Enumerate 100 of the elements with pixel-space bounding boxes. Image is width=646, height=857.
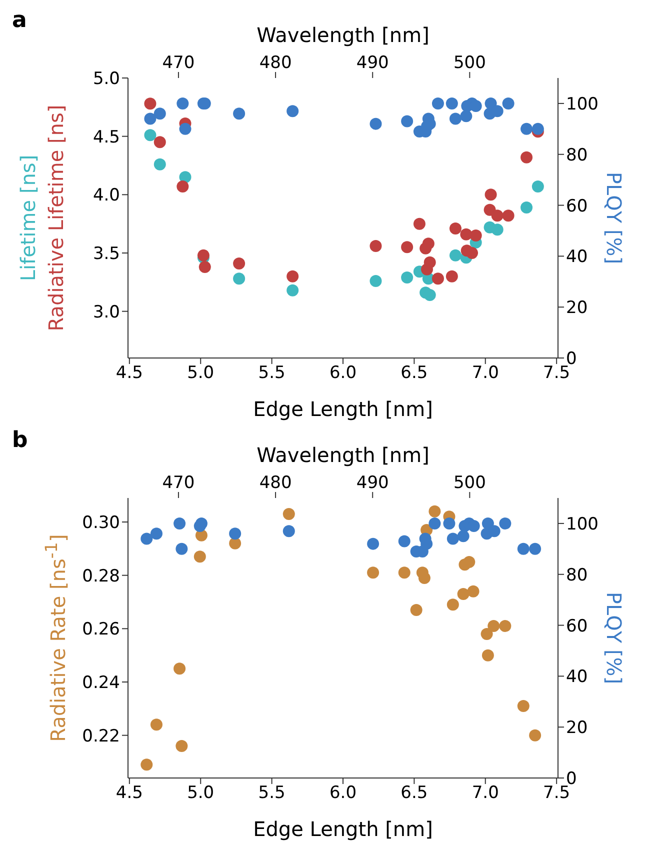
point [529,729,542,742]
point [286,284,299,296]
x-axis-title: Edge Length [nm] [253,397,433,421]
point [401,272,414,284]
x-tick-label: 6.5 [400,363,428,384]
x2-tick-label: 490 [356,473,389,493]
y2-tick-label: 60 [566,196,588,216]
point [282,508,295,520]
point [398,535,410,548]
x-axis-title: Edge Length [nm] [253,817,433,841]
point [457,530,470,542]
point [229,528,242,540]
point [198,261,211,273]
x2-axis-title: Wavelength [nm] [256,443,430,467]
point [443,517,456,530]
point [282,525,295,538]
point [460,110,472,122]
point [488,620,500,632]
point [233,108,246,120]
point [502,210,514,222]
point [529,542,542,555]
point [484,188,497,201]
point [154,136,166,148]
y-tick-label: 0.24 [82,673,120,694]
point [517,700,530,712]
y2-tick-label: 60 [566,616,588,636]
y2-tick-label: 80 [566,565,588,586]
point [233,258,246,270]
point [517,542,530,555]
x-tick-label: 7.0 [472,783,499,804]
x2-tick-label: 470 [162,473,195,493]
text: Radiative Lifetime [ns] [44,104,68,332]
y-tick-label: 0.28 [82,566,120,586]
point [484,97,497,110]
x-tick-label: 4.5 [116,783,143,804]
point [233,272,246,285]
point [449,112,462,125]
chart-title: b [12,428,28,453]
point [401,241,414,254]
x-tick-label: 6.0 [329,363,357,384]
y-tick-label: 3.0 [92,302,120,322]
x-tick-label: 7.0 [472,363,499,384]
point [194,520,206,532]
point [532,180,544,192]
point [176,180,189,192]
point [428,505,441,518]
point [432,97,444,110]
point [449,249,462,262]
point [154,108,166,120]
point [150,718,162,731]
x-tick-label: 6.5 [400,783,428,804]
point [499,620,512,632]
y-tick-label: 3.5 [92,244,120,264]
point [502,97,514,110]
point [144,129,156,142]
y2-tick-label: 80 [566,145,588,166]
point [174,517,186,530]
point [150,528,162,540]
point [370,118,382,130]
point [520,151,533,164]
point [176,542,188,555]
x2-tick-label: 480 [259,53,292,73]
point [176,740,188,752]
point [410,604,422,616]
point [401,115,414,128]
y2-tick-label: 100 [566,514,598,534]
point [197,249,210,262]
y-tick-label: 4.0 [92,186,120,206]
y2-tick-label: 20 [566,718,588,738]
x-tick-label: 5.5 [258,363,286,384]
point [449,222,462,234]
point [179,122,192,135]
point [144,98,156,110]
y2-axis-title: PLQY [%] [602,592,626,684]
x2-tick-label: 490 [356,53,389,73]
y-tick-label: 4.5 [92,127,120,148]
chart-title: a [12,8,27,33]
x2-axis-title: Wavelength [nm] [256,23,430,47]
point [370,240,382,252]
point [460,228,472,240]
x2-tick-label: 470 [162,53,195,73]
y2-tick-label: 20 [566,298,588,318]
point [446,532,459,545]
point [370,275,382,287]
y2-axis-title: PLQY [%] [602,172,626,264]
point [466,247,478,259]
y-tick-label: 0.30 [82,513,120,534]
point [174,662,186,675]
point [432,272,444,285]
point [446,598,459,611]
point [491,210,504,222]
point [457,588,470,600]
point [367,538,380,550]
point [176,97,189,110]
point [286,270,299,282]
y-tick-label: 5.0 [92,69,120,90]
x-tick-label: 5.0 [187,783,214,804]
point [482,649,494,662]
point [154,158,166,170]
point [398,566,410,579]
